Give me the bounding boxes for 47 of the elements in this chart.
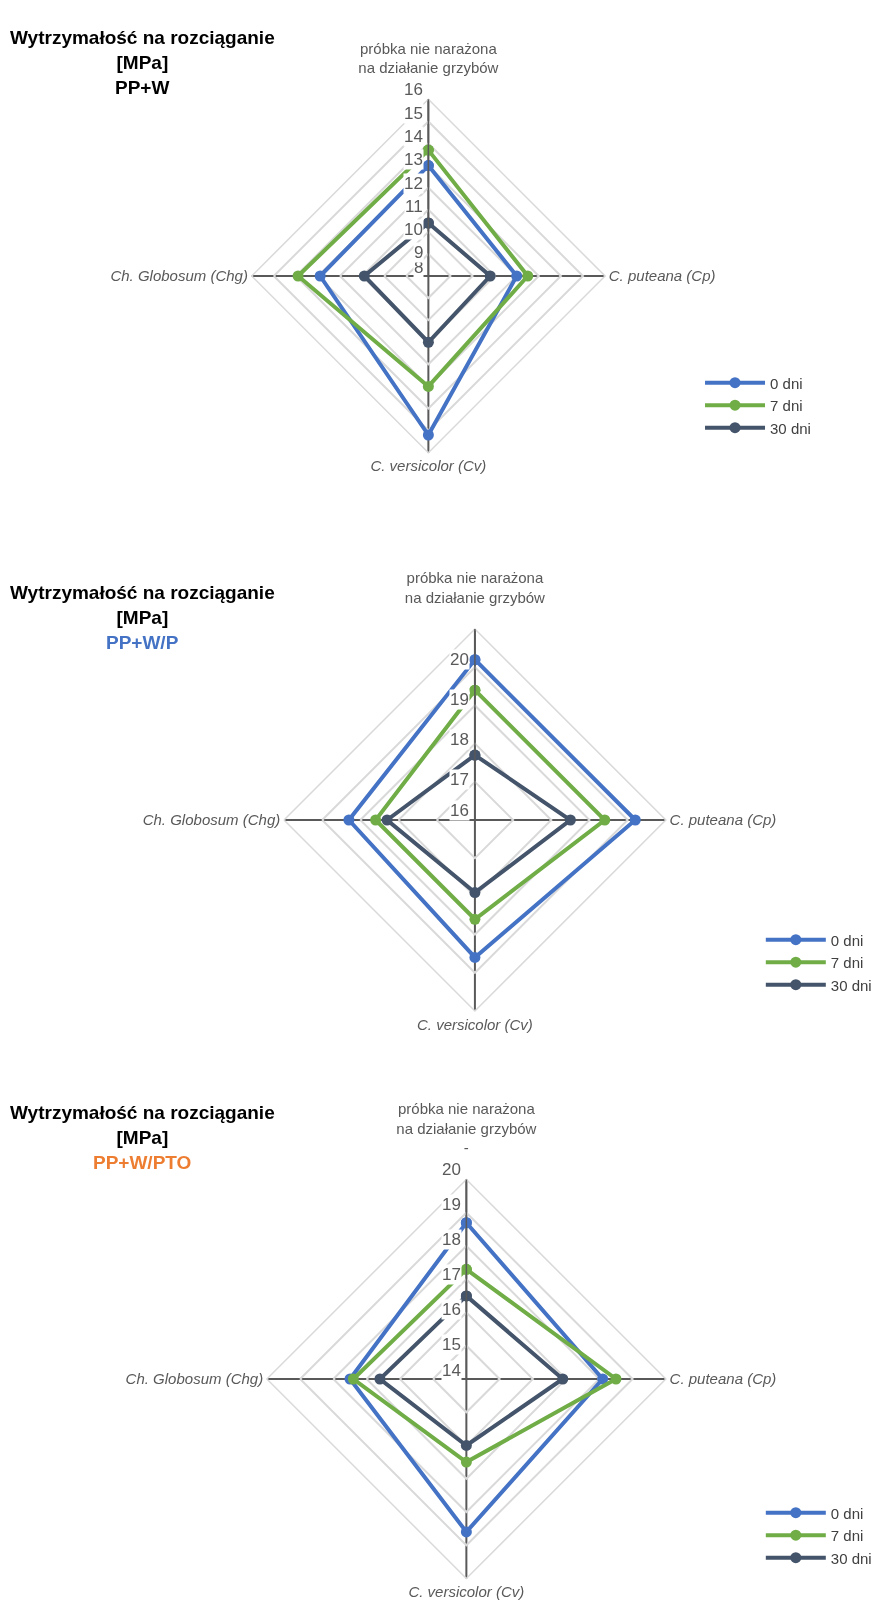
y-tick-label: 16: [450, 801, 469, 820]
text: PP+W/P: [106, 632, 179, 653]
text: Wytrzymałość na rozciąganie [MPa]: [10, 1102, 275, 1148]
y-tick-label: 14: [404, 127, 423, 146]
y-tick-label: 16: [404, 80, 423, 99]
y-tick-label: 14: [442, 1361, 461, 1380]
y-tick-label: 18: [450, 730, 469, 749]
legend-label: 7 dni: [830, 954, 864, 972]
y-tick-label: 17: [450, 770, 469, 789]
legend-label: 0 dni: [770, 374, 803, 392]
text: PP+W/PTO: [93, 1152, 192, 1173]
y-tick-label: 17: [442, 1265, 461, 1284]
y-tick-label: 13: [404, 150, 423, 169]
spoke-label: C. puteana (Cp): [669, 1370, 777, 1388]
spoke-label: próbka nie narażona na działanie grzybów -: [396, 1100, 537, 1157]
y-tick-label: 19: [450, 690, 469, 709]
y-tick-label: 20: [450, 650, 469, 669]
spoke-label: próbka nie narażona na działanie grzybów: [404, 569, 546, 606]
legend-label: 0 dni: [830, 1504, 864, 1522]
y-tick-label: 20: [442, 1160, 461, 1179]
legend-label: 30 dni: [830, 976, 872, 994]
spoke-label: C. puteana (Cp): [669, 811, 777, 829]
spoke-label: Ch. Globosum (Chg): [125, 1370, 264, 1388]
spoke-label: C. versicolor (Cv): [416, 1015, 533, 1033]
y-tick-label: 10: [404, 220, 423, 239]
spoke-label: Ch. Globosum (Chg): [142, 811, 281, 829]
y-tick-label: 12: [404, 174, 423, 193]
y-tick-label: 19: [442, 1195, 461, 1214]
spoke-label: C. versicolor (Cv): [370, 457, 487, 475]
chart-title: Wytrzymałość na rozciąganie [MPa]: [10, 27, 275, 73]
legend-label: 7 dni: [830, 1527, 864, 1545]
y-tick-label: 18: [442, 1230, 461, 1249]
spoke-label: Ch. Globosum (Chg): [110, 267, 248, 285]
spoke-label: C. versicolor (Cv): [408, 1583, 525, 1601]
y-tick-label: 15: [442, 1335, 461, 1354]
legend-label: 30 dni: [830, 1549, 872, 1567]
y-tick-label: 16: [442, 1300, 461, 1319]
text: PP+W: [115, 77, 170, 98]
legend-label: 30 dni: [770, 419, 811, 437]
spoke-label: próbka nie narażona na działanie grzybów: [358, 39, 499, 77]
y-tick-label: 11: [405, 197, 423, 216]
y-tick-label: 9: [414, 243, 424, 262]
y-tick-label: 15: [404, 104, 423, 123]
spoke-label: C. puteana (Cp): [608, 267, 716, 285]
text: Wytrzymałość na rozciąganie [MPa]: [10, 582, 275, 628]
legend-label: 0 dni: [830, 931, 864, 949]
legend-label: 7 dni: [770, 397, 803, 415]
